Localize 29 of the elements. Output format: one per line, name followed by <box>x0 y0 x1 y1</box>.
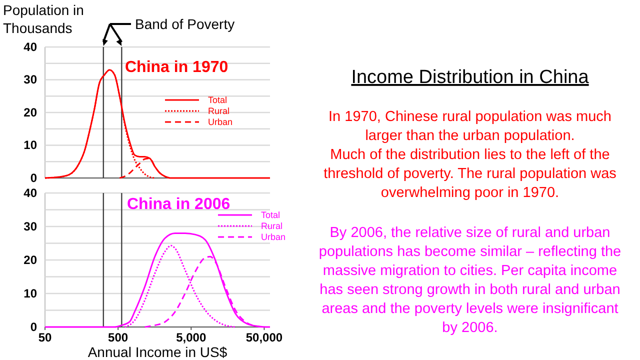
y-tick-label: 20 <box>24 105 38 120</box>
y-tick-label: 30 <box>24 219 38 234</box>
x-tick-label: 5,000 <box>176 330 206 345</box>
text: In 1970, Chinese rural population was much larger than the urban population. <box>328 109 612 144</box>
text: China in 1970 <box>125 59 228 76</box>
legend-label: Total <box>261 210 280 220</box>
text: Much of the distribution lies to the left of the threshold of poverty. The rural population was overwhelming poor in 1970. <box>324 147 616 201</box>
legend-label: Rural <box>261 221 283 231</box>
y-tick-label: 0 <box>30 170 38 185</box>
y-tick-label: 30 <box>24 72 38 87</box>
legend-label: Urban <box>261 232 286 242</box>
legend-label: Total <box>208 95 228 105</box>
text: By 2006, the relative size of rural and urban populations has become similar – reflecting the massive migration to cities. Per capita income has seen strong growth in both rural and urban areas and the poverty levels were insignificant by 2006. <box>318 225 622 336</box>
text: Income Distribution in China <box>351 67 590 88</box>
y-tick-label: 10 <box>24 138 38 152</box>
y-axis-title: Population in Thousands <box>3 2 84 36</box>
x-tick-label: 50,000 <box>246 330 283 345</box>
chart-title: China in 2006 <box>127 196 230 213</box>
y-tick-label: 0 <box>30 320 38 334</box>
y-tick-label: 40 <box>24 40 38 54</box>
text: Band of Poverty <box>135 16 235 32</box>
legend-label: Urban <box>208 117 233 127</box>
x-tick-label: 500 <box>108 330 128 345</box>
y-tick-label: 40 <box>24 186 38 200</box>
y-tick-label: 20 <box>24 252 38 267</box>
x-tick-label: 50 <box>38 330 52 345</box>
legend-label: Rural <box>208 106 230 116</box>
x-axis-title: Annual Income in US$ <box>88 344 228 360</box>
y-tick-label: 10 <box>24 286 38 300</box>
